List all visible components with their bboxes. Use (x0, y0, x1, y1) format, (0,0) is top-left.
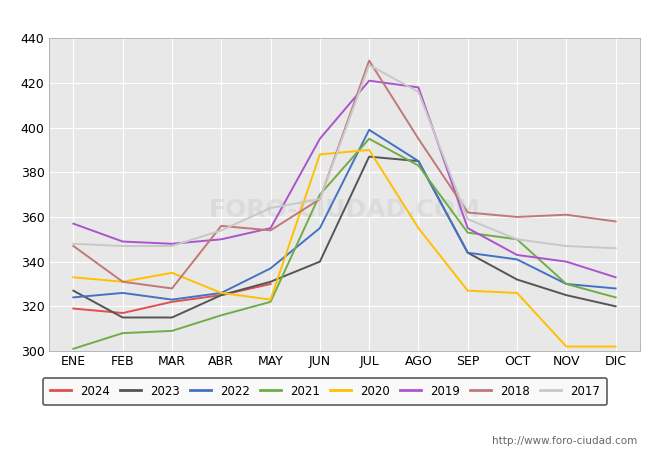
Text: FORO-CIUDAD.COM: FORO-CIUDAD.COM (209, 198, 480, 222)
Text: Afiliados en Boñar a 31/5/2024: Afiliados en Boñar a 31/5/2024 (191, 8, 459, 26)
Legend: 2024, 2023, 2022, 2021, 2020, 2019, 2018, 2017: 2024, 2023, 2022, 2021, 2020, 2019, 2018… (43, 378, 607, 405)
Text: http://www.foro-ciudad.com: http://www.foro-ciudad.com (492, 436, 637, 446)
